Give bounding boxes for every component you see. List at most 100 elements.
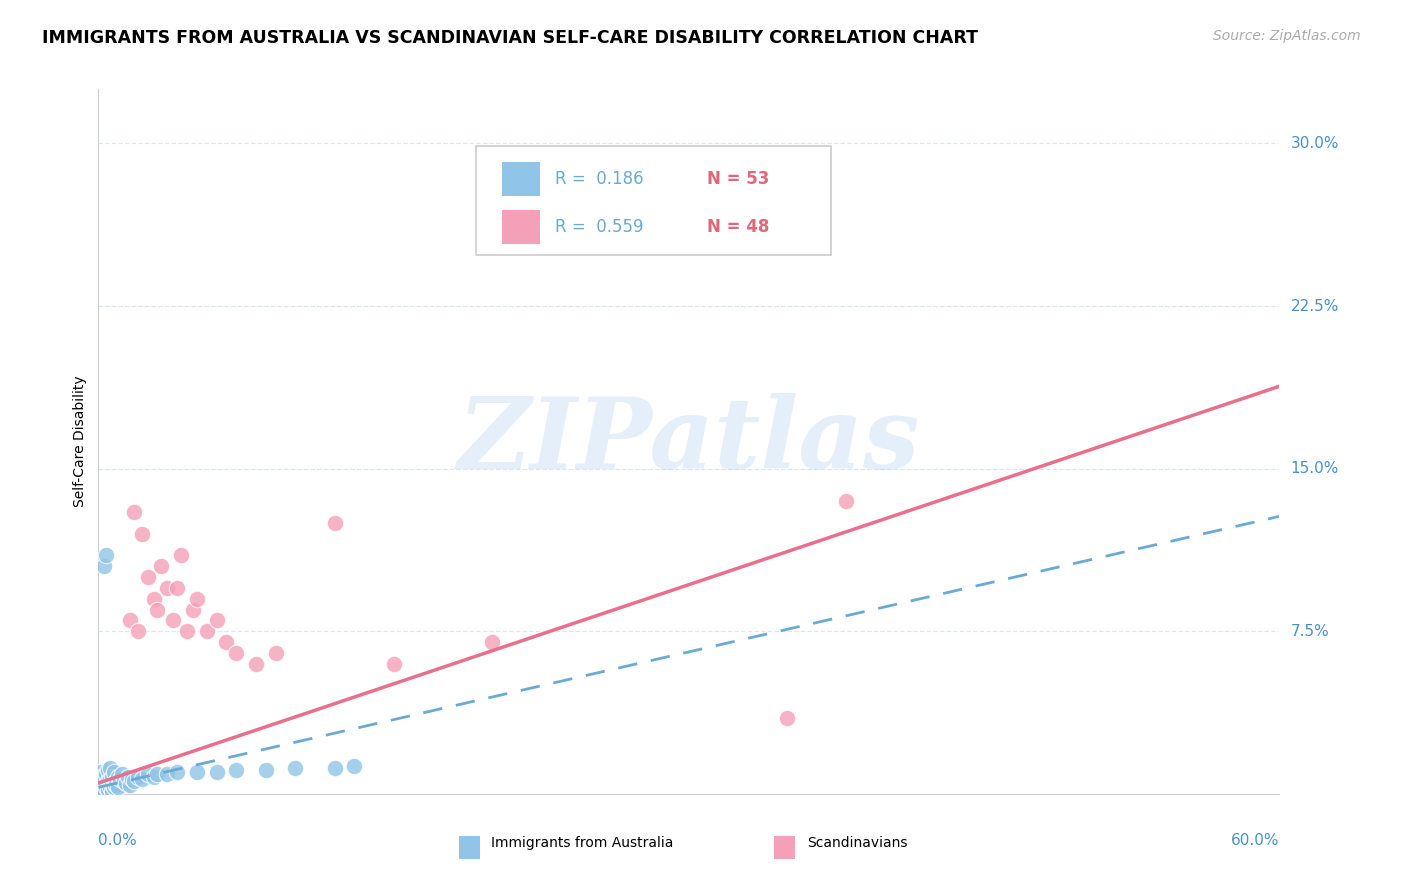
Text: 60.0%: 60.0%	[1232, 833, 1279, 847]
Text: IMMIGRANTS FROM AUSTRALIA VS SCANDINAVIAN SELF-CARE DISABILITY CORRELATION CHART: IMMIGRANTS FROM AUSTRALIA VS SCANDINAVIA…	[42, 29, 979, 46]
Point	[103, 765, 125, 780]
Point	[115, 778, 138, 792]
Point	[96, 780, 118, 795]
Text: 7.5%: 7.5%	[1291, 624, 1329, 639]
Point	[103, 780, 125, 795]
Point	[93, 772, 115, 786]
Point	[382, 657, 405, 671]
Point	[131, 772, 153, 786]
Point	[638, 202, 661, 216]
Point	[93, 776, 115, 790]
FancyBboxPatch shape	[502, 210, 540, 244]
Point	[215, 635, 238, 649]
Point	[776, 711, 799, 725]
Point	[89, 782, 111, 797]
Point	[98, 773, 121, 788]
Point	[254, 763, 277, 777]
Point	[835, 494, 858, 508]
FancyBboxPatch shape	[502, 162, 540, 196]
Point	[205, 765, 228, 780]
Point	[97, 782, 120, 797]
Point	[142, 591, 165, 606]
Point	[323, 761, 346, 775]
Point	[89, 782, 111, 797]
Point	[146, 602, 169, 616]
Point	[91, 780, 114, 795]
Point	[103, 772, 125, 786]
Point	[195, 624, 218, 639]
Text: R =  0.559: R = 0.559	[555, 218, 644, 235]
Point	[186, 591, 208, 606]
Text: N = 48: N = 48	[707, 218, 769, 235]
Text: N = 53: N = 53	[707, 170, 769, 188]
Point	[97, 763, 120, 777]
Text: Scandinavians: Scandinavians	[807, 836, 907, 850]
Point	[122, 773, 145, 788]
Point	[105, 773, 128, 788]
Point	[111, 767, 134, 781]
Point	[98, 761, 121, 775]
Text: Immigrants from Australia: Immigrants from Australia	[491, 836, 673, 850]
Point	[98, 772, 121, 786]
Point	[131, 526, 153, 541]
Point	[118, 778, 141, 792]
Point	[156, 767, 179, 781]
Point	[105, 773, 128, 788]
Point	[101, 776, 124, 790]
FancyBboxPatch shape	[477, 145, 831, 255]
Point	[89, 776, 111, 790]
Point	[101, 778, 124, 792]
Point	[107, 770, 129, 784]
Point	[91, 773, 114, 788]
Point	[103, 776, 125, 790]
Text: 22.5%: 22.5%	[1291, 299, 1339, 313]
Text: 15.0%: 15.0%	[1291, 461, 1339, 476]
Point	[98, 780, 121, 795]
Point	[93, 782, 115, 797]
Point	[142, 770, 165, 784]
Point	[323, 516, 346, 530]
Point	[245, 657, 267, 671]
Point	[101, 770, 124, 784]
Point	[166, 765, 188, 780]
Point	[91, 770, 114, 784]
FancyBboxPatch shape	[458, 836, 479, 859]
Point	[205, 614, 228, 628]
Point	[108, 772, 131, 786]
Point	[118, 614, 141, 628]
Point	[166, 581, 188, 595]
Point	[96, 767, 118, 781]
Point	[111, 773, 134, 788]
Point	[107, 776, 129, 790]
Point	[122, 505, 145, 519]
Point	[98, 780, 121, 795]
Point	[97, 773, 120, 788]
Point	[481, 635, 503, 649]
Point	[93, 559, 115, 574]
Point	[93, 773, 115, 788]
Point	[186, 765, 208, 780]
Point	[136, 767, 159, 781]
Point	[162, 614, 184, 628]
Point	[284, 761, 307, 775]
Point	[136, 570, 159, 584]
Point	[96, 776, 118, 790]
Point	[115, 776, 138, 790]
Text: R =  0.186: R = 0.186	[555, 170, 644, 188]
Point	[264, 646, 287, 660]
Point	[112, 773, 135, 788]
Point	[225, 646, 247, 660]
Point	[96, 778, 118, 792]
Point	[105, 778, 128, 792]
Point	[103, 780, 125, 795]
Point	[107, 780, 129, 795]
Point	[101, 785, 124, 799]
Point	[89, 778, 111, 792]
Point	[93, 782, 115, 797]
Text: 30.0%: 30.0%	[1291, 136, 1339, 151]
Point	[121, 772, 143, 786]
Point	[150, 559, 173, 574]
Point	[146, 767, 169, 781]
Point	[343, 758, 366, 772]
Point	[127, 624, 149, 639]
